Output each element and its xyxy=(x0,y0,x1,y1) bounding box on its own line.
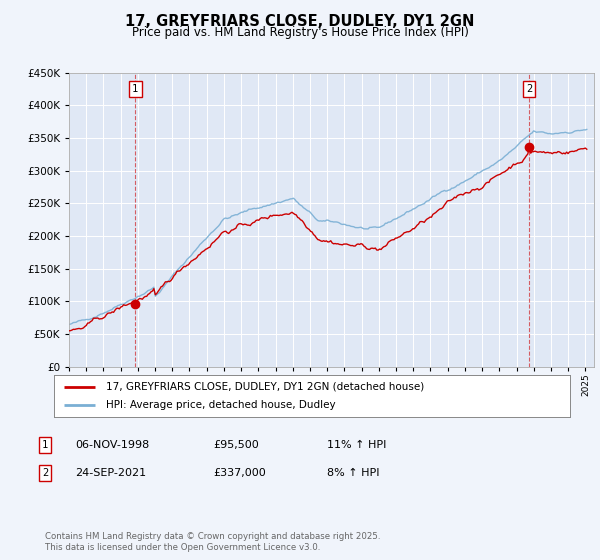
Text: 24-SEP-2021: 24-SEP-2021 xyxy=(75,468,146,478)
Text: Contains HM Land Registry data © Crown copyright and database right 2025.
This d: Contains HM Land Registry data © Crown c… xyxy=(45,532,380,552)
Text: 1: 1 xyxy=(132,84,139,94)
Text: 17, GREYFRIARS CLOSE, DUDLEY, DY1 2GN: 17, GREYFRIARS CLOSE, DUDLEY, DY1 2GN xyxy=(125,14,475,29)
Text: £95,500: £95,500 xyxy=(213,440,259,450)
Text: Price paid vs. HM Land Registry's House Price Index (HPI): Price paid vs. HM Land Registry's House … xyxy=(131,26,469,39)
Text: £337,000: £337,000 xyxy=(213,468,266,478)
Text: HPI: Average price, detached house, Dudley: HPI: Average price, detached house, Dudl… xyxy=(106,400,335,410)
Text: 1: 1 xyxy=(42,440,48,450)
Text: 2: 2 xyxy=(42,468,48,478)
Text: 8% ↑ HPI: 8% ↑ HPI xyxy=(327,468,380,478)
Text: 06-NOV-1998: 06-NOV-1998 xyxy=(75,440,149,450)
Text: 17, GREYFRIARS CLOSE, DUDLEY, DY1 2GN (detached house): 17, GREYFRIARS CLOSE, DUDLEY, DY1 2GN (d… xyxy=(106,382,424,392)
Text: 11% ↑ HPI: 11% ↑ HPI xyxy=(327,440,386,450)
Text: 2: 2 xyxy=(526,84,532,94)
